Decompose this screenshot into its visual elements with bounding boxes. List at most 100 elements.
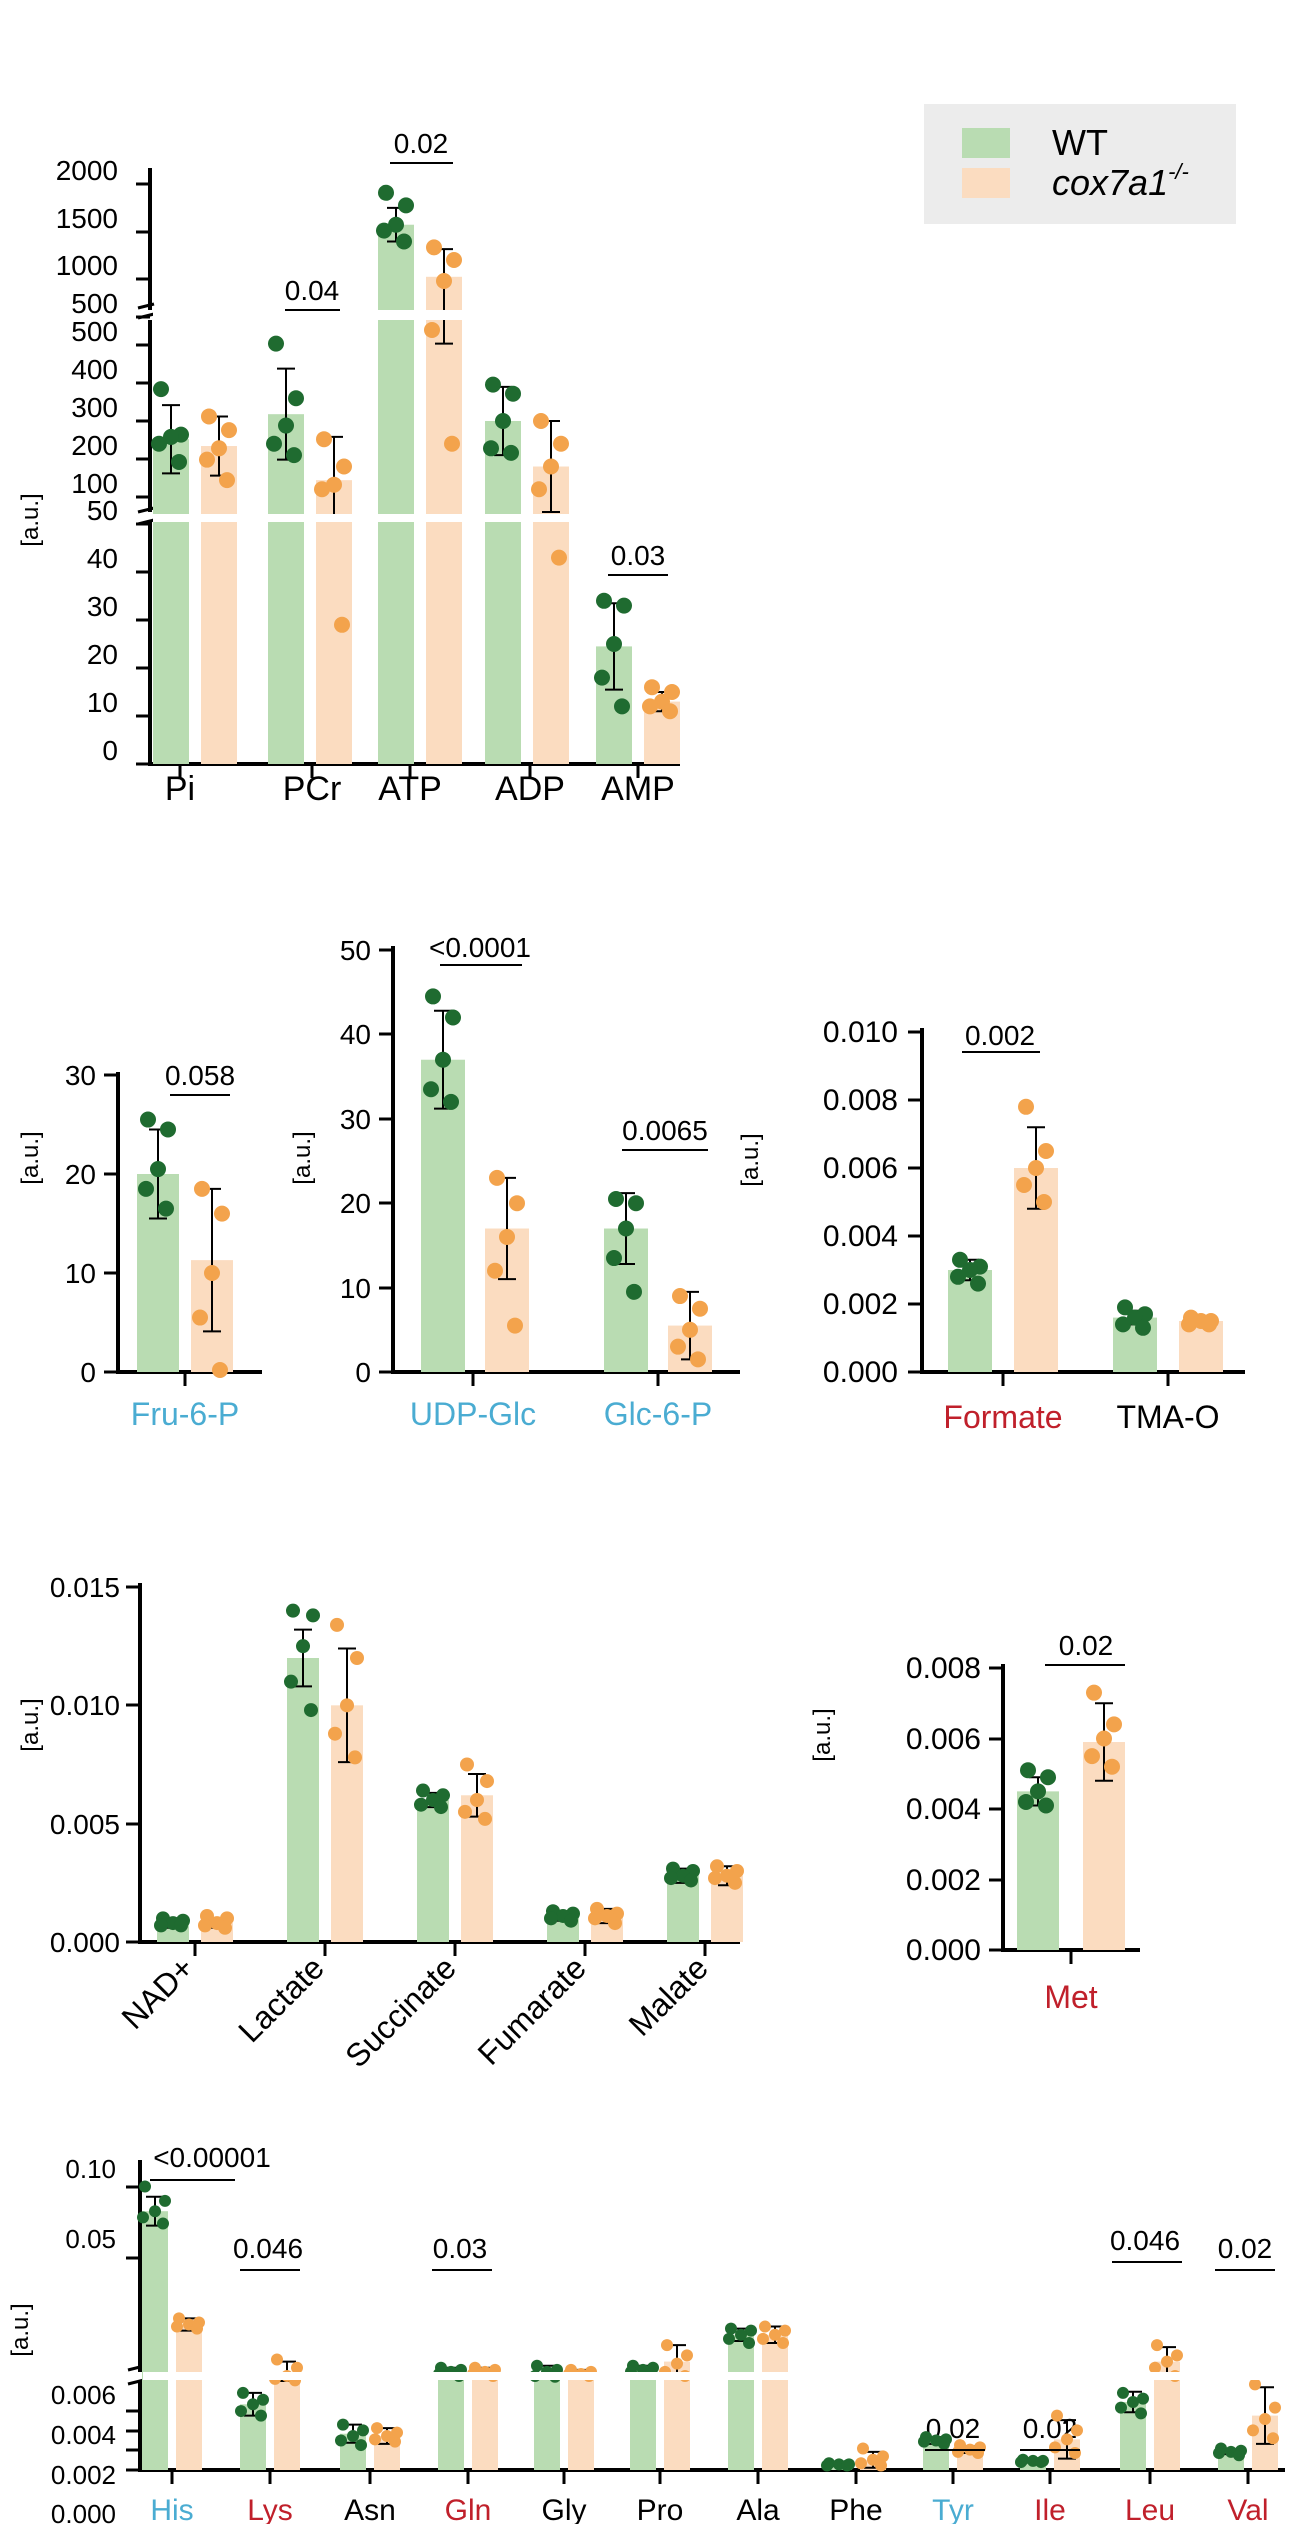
fru-ytick: 0: [80, 1357, 96, 1388]
data-point-ko: [271, 2353, 283, 2366]
amino-xlabel: Val: [1227, 2494, 1268, 2524]
data-point-ko: [1028, 1160, 1044, 1176]
data-point-wt: [268, 335, 284, 352]
axis-break-band: [153, 310, 693, 320]
met-ytick: 0.006: [906, 1723, 981, 1756]
legend-label-ko-text: cox7a1: [1052, 162, 1168, 203]
formate-ytick: 0.002: [823, 1288, 898, 1321]
energy-ytick: 2000: [56, 155, 118, 186]
data-point-ko: [877, 2450, 889, 2463]
legend-label-ko-sup: -/-: [1168, 159, 1189, 184]
data-point-wt: [1115, 1316, 1131, 1333]
data-point-wt: [1127, 2396, 1139, 2408]
met-ytick: 0.002: [906, 1864, 981, 1897]
data-point-wt: [434, 1800, 448, 1815]
glc-ytick: 20: [340, 1188, 371, 1219]
data-point-ko: [199, 451, 215, 468]
formate-ytick: 0.000: [823, 1356, 898, 1389]
data-point-wt: [151, 435, 167, 452]
data-point-wt: [247, 2398, 259, 2411]
nad-ytick: 0.005: [50, 1809, 120, 1840]
data-point-wt: [531, 2359, 543, 2372]
data-point-ko: [670, 1338, 686, 1355]
data-point-ko: [489, 1169, 505, 1186]
data-point-wt: [503, 444, 519, 461]
data-point-ko: [1084, 1748, 1100, 1765]
data-point-wt: [237, 2386, 249, 2399]
data-point-ko: [662, 703, 678, 720]
glc-xlabel: Glc-6-P: [604, 1396, 712, 1432]
met-xlabel: Met: [1044, 1979, 1097, 2015]
nad-ytick: 0.000: [50, 1927, 120, 1958]
data-point-ko: [777, 2337, 789, 2350]
bar-wt: [728, 2334, 754, 2470]
nad-xlabel: Fumarate: [471, 1949, 593, 2071]
fru-ytick: 30: [65, 1060, 96, 1091]
amino-xlabel: Ala: [736, 2494, 780, 2524]
amino-ytick: 0.05: [65, 2224, 116, 2254]
formate-ytick: 0.010: [823, 1016, 898, 1049]
data-point-ko: [1018, 1098, 1034, 1115]
data-point-ko: [487, 1262, 503, 1279]
data-point-wt: [388, 216, 404, 233]
data-point-ko: [330, 1617, 344, 1632]
data-point-ko: [1051, 2409, 1063, 2422]
energy-ytick: 20: [87, 639, 118, 670]
axis-break: [137, 302, 155, 310]
glc-ytick: 10: [340, 1273, 371, 1304]
axis-break: [137, 312, 155, 320]
amino-yticks: 0.000 0.002 0.004 0.006 0.05 0.10: [51, 2154, 116, 2529]
data-point-wt: [664, 1871, 678, 1886]
data-point-wt: [396, 233, 412, 250]
data-point-ko: [340, 1698, 354, 1713]
data-point-ko: [507, 1317, 523, 1334]
data-point-wt: [257, 2393, 269, 2406]
data-point-ko: [708, 1871, 722, 1886]
data-point-wt: [159, 2194, 171, 2207]
data-point-wt: [137, 2211, 149, 2224]
legend-swatch-ko: [962, 168, 1010, 198]
nad-ytick: 0.010: [50, 1690, 120, 1721]
data-point-wt: [1018, 1793, 1034, 1810]
data-point-wt: [235, 2405, 247, 2418]
data-point-ko: [551, 549, 567, 566]
data-point-wt: [938, 2437, 950, 2450]
data-point-wt: [821, 2459, 833, 2472]
data-point-wt: [614, 698, 630, 715]
axis-break: [137, 506, 155, 514]
energy-xlabels: Pi PCr ATP ADP AMP: [165, 770, 675, 808]
data-point-ko: [1247, 2424, 1259, 2437]
data-point-ko: [1104, 1758, 1120, 1775]
data-point-ko: [608, 1916, 622, 1931]
data-point-ko: [769, 2328, 781, 2341]
data-point-wt: [160, 1121, 176, 1138]
data-point-ko: [728, 1875, 742, 1890]
legend: WT cox7a1-/-: [924, 104, 1236, 224]
data-point-ko: [690, 1351, 706, 1368]
data-point-ko: [211, 440, 227, 457]
data-point-ko: [682, 1321, 698, 1338]
energy-ytick: 100: [71, 468, 118, 499]
data-point-wt: [725, 2322, 737, 2335]
data-point-ko: [1086, 1684, 1102, 1701]
data-point-wt: [347, 2430, 359, 2442]
energy-ytick: 1000: [56, 250, 118, 281]
energy-ytick: 50: [87, 495, 118, 526]
legend-label-ko: cox7a1-/-: [1052, 159, 1189, 203]
fru-ytick: 10: [65, 1258, 96, 1289]
data-point-wt: [628, 1195, 644, 1212]
data-point-wt: [278, 417, 294, 434]
data-point-ko: [192, 1309, 208, 1326]
met-ytick: 0.008: [906, 1652, 981, 1685]
formate-xlabel: TMA-O: [1116, 1399, 1219, 1435]
amino-xlabel: Phe: [829, 2494, 882, 2524]
data-point-ko: [1201, 1316, 1217, 1333]
bar-ko: [201, 446, 237, 764]
glc-ytick: 50: [340, 935, 371, 966]
data-point-wt: [378, 184, 394, 201]
data-point-wt: [616, 597, 632, 614]
ylabel-energy: [a.u.]: [17, 493, 44, 546]
data-point-ko: [460, 1757, 474, 1772]
data-point-ko: [371, 2422, 383, 2435]
